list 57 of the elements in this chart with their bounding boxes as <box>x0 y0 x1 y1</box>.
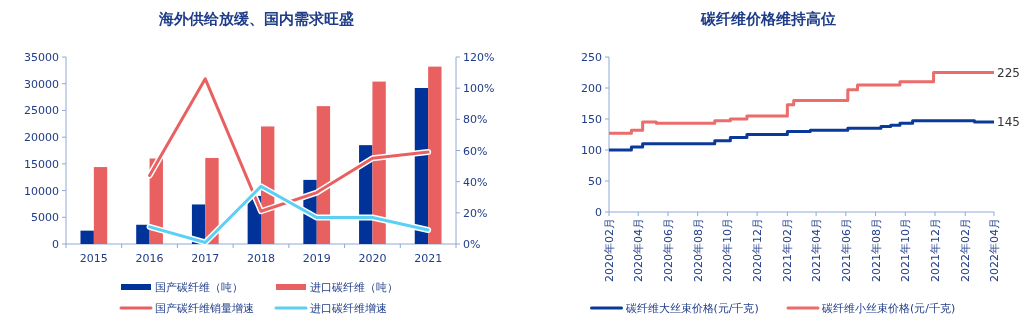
bar <box>80 230 94 244</box>
x-tick-label: 2021 <box>414 252 443 265</box>
bar <box>414 87 429 244</box>
y-tick-label: 0 <box>595 206 602 219</box>
legend-label: 进口碳纤维增速 <box>310 302 387 315</box>
x-tick-label: 2020年12月 <box>751 218 765 282</box>
x-tick-label: 2021年06月 <box>839 218 853 282</box>
x-tick-label: 2020年02月 <box>603 218 616 282</box>
x-tick-label: 2018 <box>247 252 275 265</box>
y2-tick-label: 0% <box>463 238 481 251</box>
legend-label: 进口碳纤维（吨） <box>310 281 398 294</box>
annotation: 145 <box>997 115 1020 130</box>
legend-label: 国产碳纤维销量增速 <box>155 302 254 315</box>
x-tick-label: 2022年02月 <box>959 218 973 282</box>
x-tick-label: 2020年10月 <box>721 218 735 282</box>
x-tick-label: 2019 <box>302 252 331 265</box>
legend-label: 碳纤维大丝束价格(元/千克) <box>624 302 759 315</box>
y-tick-label: 20000 <box>24 131 59 145</box>
y-tick-label: 150 <box>581 113 602 126</box>
annotation: 225 <box>997 65 1020 80</box>
x-tick-label: 2021年12月 <box>929 218 943 282</box>
x-tick-label: 2021年02月 <box>781 218 795 282</box>
bar <box>205 157 219 244</box>
x-tick-label: 2020年04月 <box>632 218 646 282</box>
legend-label: 国产碳纤维（吨） <box>155 281 243 294</box>
y-tick-label: 200 <box>581 82 602 95</box>
y2-tick-label: 40% <box>463 175 488 189</box>
x-tick-label: 2021年10月 <box>899 218 913 282</box>
y-tick-label: 5000 <box>31 211 59 225</box>
y-tick-label: 250 <box>581 51 602 64</box>
bar <box>136 224 150 244</box>
chart-title: 海外供给放缓、国内需求旺盛 <box>157 10 354 28</box>
y-tick-label: 15000 <box>24 157 59 171</box>
y-tick-label: 0 <box>52 238 59 251</box>
x-tick-label: 2017 <box>191 252 220 265</box>
x-tick-label: 2021年04月 <box>810 218 824 282</box>
x-tick-label: 2020年08月 <box>691 218 705 282</box>
x-tick-label: 2021年08月 <box>869 218 883 282</box>
y2-tick-label: 60% <box>463 144 488 158</box>
y2-tick-label: 80% <box>463 113 488 127</box>
y2-tick-label: 100% <box>463 82 495 96</box>
x-tick-label: 2015 <box>79 252 108 265</box>
y-tick-label: 50 <box>588 175 602 188</box>
legend-label: 碳纤维小丝束价格(元/千克) <box>821 302 956 315</box>
x-tick-label: 2020年06月 <box>661 218 675 282</box>
y-tick-label: 35000 <box>24 51 59 64</box>
chart-title: 碳纤维价格维持高位 <box>699 10 836 28</box>
y-tick-label: 10000 <box>24 184 59 198</box>
y2-tick-label: 120% <box>463 51 495 64</box>
x-tick-label: 2020 <box>358 252 387 265</box>
x-tick-label: 2016 <box>135 252 164 265</box>
y-tick-label: 100 <box>581 144 602 157</box>
y-tick-label: 30000 <box>24 77 59 91</box>
y-tick-label: 25000 <box>24 104 59 118</box>
bar <box>93 167 108 244</box>
x-tick-label: 2022年04月 <box>988 218 1001 282</box>
y2-tick-label: 20% <box>463 206 488 220</box>
